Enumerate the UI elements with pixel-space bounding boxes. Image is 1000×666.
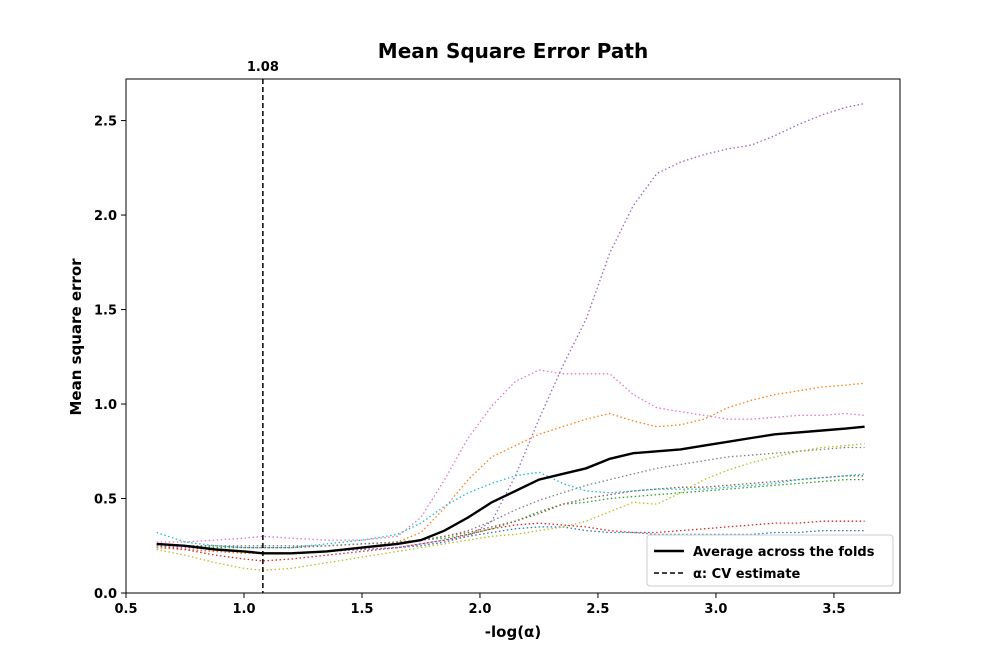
- cv-alpha-annotation: 1.08: [247, 60, 279, 75]
- legend: Average across the folds α: CV estimate: [646, 534, 894, 587]
- fold-7-line: [156, 369, 865, 543]
- fold-10-line: [156, 471, 865, 549]
- fold-8-line: [156, 446, 865, 547]
- y-tick-label: 2.0: [94, 209, 117, 224]
- y-tick-label: 0.5: [94, 493, 117, 508]
- x-axis-label: -log(α): [485, 623, 541, 641]
- chart-title: Mean Square Error Path: [378, 39, 648, 63]
- legend-label-2: α: CV estimate: [693, 567, 801, 582]
- x-tick-label: 1.0: [232, 602, 255, 617]
- x-tick-label: 0.5: [114, 602, 137, 617]
- y-ticks: 0.0 0.5 1.0 1.5 2.0 2.5: [94, 115, 126, 602]
- x-tick-label: 2.0: [468, 602, 491, 617]
- legend-box: [646, 534, 894, 587]
- plot-frame: [125, 78, 901, 594]
- y-tick-label: 1.5: [94, 304, 117, 319]
- x-tick-label: 3.5: [822, 602, 845, 617]
- legend-label-1: Average across the folds: [693, 545, 875, 560]
- plot-area: [156, 79, 865, 593]
- y-tick-label: 0.0: [94, 587, 117, 602]
- average-line: [156, 425, 865, 555]
- x-tick-label: 1.5: [350, 602, 373, 617]
- y-tick-label: 1.0: [94, 398, 117, 413]
- x-ticks: 0.5 1.0 1.5 2.0 2.5 3.0 3.5: [114, 593, 845, 617]
- x-tick-label: 2.5: [586, 602, 609, 617]
- y-tick-label: 2.5: [94, 115, 117, 130]
- x-tick-label: 3.0: [704, 602, 727, 617]
- y-axis-label: Mean square error: [67, 258, 85, 416]
- fold-6-line: [156, 475, 865, 549]
